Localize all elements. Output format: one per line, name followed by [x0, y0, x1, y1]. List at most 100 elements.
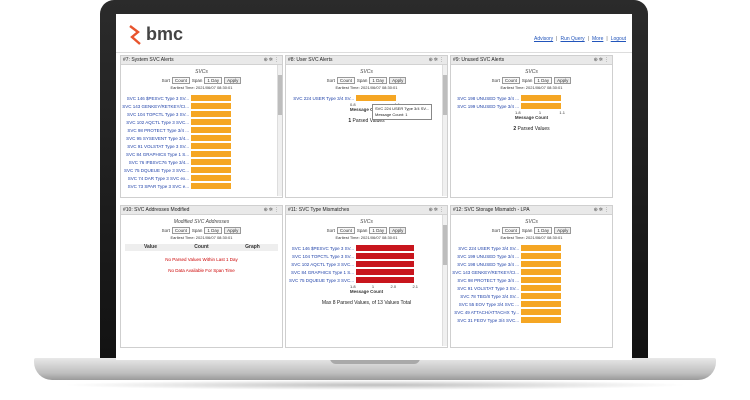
- panel-menu-icon[interactable]: ⊕✲⋮: [593, 57, 610, 63]
- bar-row[interactable]: SVC 146 $PESVC Type 3 SV...: [286, 244, 447, 252]
- bar-row[interactable]: SVC 104 TOPCTL Type 3 SV...: [286, 252, 447, 260]
- bar-label[interactable]: SVC 74 DAR Type 3 SVC ex...: [127, 175, 189, 181]
- bar-label[interactable]: SVC 198 UNUSED Type 3/4 ...: [457, 261, 519, 267]
- apply-button[interactable]: Apply: [224, 227, 242, 234]
- bar-row[interactable]: SVC 104 TOPCTL Type 3 SV...: [121, 110, 282, 118]
- bar[interactable]: [356, 245, 414, 251]
- bar-label[interactable]: SVC 76 IFBSVC76 Type 3/4...: [128, 159, 189, 165]
- bar-row[interactable]: SVC 78 TBG/8 Type 3/4 SV...: [451, 292, 612, 300]
- bar-row[interactable]: SVC 49 ATTACH/ATTACHX Ty...: [451, 308, 612, 316]
- more-link[interactable]: More: [591, 36, 604, 42]
- bar[interactable]: [521, 293, 561, 299]
- span-select[interactable]: 1 Day: [534, 227, 553, 234]
- panel-menu-icon[interactable]: ⊕✲⋮: [593, 207, 610, 213]
- bar-row[interactable]: SVC 55 EOV Type 3/4 SVC ...: [451, 300, 612, 308]
- span-select[interactable]: 1 Day: [204, 77, 223, 84]
- bar-label[interactable]: SVC 49 ATTACH/ATTACHX Ty...: [454, 309, 519, 315]
- span-select[interactable]: 1 Day: [369, 227, 388, 234]
- bar-row[interactable]: SVC 91 VOLSTAT Type 3 SV...: [121, 142, 282, 150]
- scroll-thumb[interactable]: [443, 225, 447, 265]
- bar-row[interactable]: SVC 75 DQUEUE Type 3 SVC...: [286, 276, 447, 284]
- panel-menu-icon[interactable]: ⊕✲⋮: [428, 207, 445, 213]
- bmc-logo[interactable]: bmc: [128, 24, 183, 45]
- bar[interactable]: [191, 159, 231, 165]
- scroll-thumb[interactable]: [278, 75, 282, 115]
- logout-link[interactable]: Logout: [610, 36, 626, 42]
- bar[interactable]: [191, 183, 231, 189]
- bar[interactable]: [191, 127, 231, 133]
- bar-label[interactable]: SVC 146 $PESVC Type 3 SV...: [126, 95, 189, 101]
- bar[interactable]: [191, 143, 231, 149]
- bar-row[interactable]: SVC 76 IFBSVC76 Type 3/4...: [121, 158, 282, 166]
- bar[interactable]: [521, 285, 561, 291]
- bar-label[interactable]: SVC 98 PROTECT Type 3/4 ...: [457, 277, 519, 283]
- bar-label[interactable]: SVC 224 USER Type 3/4 SV...: [458, 245, 519, 251]
- bar-label[interactable]: SVC 199 UNUSED Type 3/4 ...: [457, 253, 519, 259]
- bar[interactable]: [521, 301, 561, 307]
- bar-label[interactable]: SVC 84 GRAPHICS Type 1 S...: [291, 269, 354, 275]
- bar-label[interactable]: SVC 199 UNUSED Type 3/4 ...: [457, 103, 519, 109]
- bar-label[interactable]: SVC 78 TBG/8 Type 3/4 SV...: [460, 293, 519, 299]
- bar-label[interactable]: SVC 198 UNUSED Type 3/4 ...: [457, 95, 519, 101]
- bar-row[interactable]: SVC 199 UNUSED Type 3/4 ...: [451, 252, 612, 260]
- bar-row[interactable]: SVC 146 $PESVC Type 3 SV...: [121, 94, 282, 102]
- scroll-thumb[interactable]: [443, 75, 447, 115]
- sort-select[interactable]: Count: [336, 227, 355, 234]
- bar-row[interactable]: SVC 75 DQUEUE Type 3 SVC...: [121, 166, 282, 174]
- bar-row[interactable]: SVC 102 AQCTL Type 3 SVC...: [121, 118, 282, 126]
- apply-button[interactable]: Apply: [389, 77, 407, 84]
- bar-row[interactable]: SVC 102 AQCTL Type 3 SVC...: [286, 260, 447, 268]
- bar-label[interactable]: SVC 55 EOV Type 3/4 SVC ...: [458, 301, 519, 307]
- bar-label[interactable]: SVC 143 GENKEY/RETKEY/CI...: [122, 103, 189, 109]
- panel-scrollbar[interactable]: [442, 215, 447, 346]
- bar-label[interactable]: SVC 104 TOPCTL Type 3 SV...: [127, 111, 189, 117]
- bar-row[interactable]: SVC 95 SYSEVENT Type 3/4...: [121, 134, 282, 142]
- bar-row[interactable]: SVC 143 GENKEY/RETKEY/CI...: [451, 268, 612, 276]
- bar[interactable]: [521, 253, 561, 259]
- bar[interactable]: [521, 245, 561, 251]
- bar-label[interactable]: SVC 91 VOLSTAT Type 3 SV...: [457, 285, 519, 291]
- bar[interactable]: [191, 135, 231, 141]
- bar[interactable]: [356, 95, 396, 101]
- sort-select[interactable]: Count: [501, 227, 520, 234]
- bar-label[interactable]: SVC 102 AQCTL Type 3 SVC...: [291, 261, 354, 267]
- bar[interactable]: [356, 253, 414, 259]
- sort-select[interactable]: Count: [171, 77, 190, 84]
- bar-row[interactable]: SVC 84 GRAPHICS Type 1 S...: [286, 268, 447, 276]
- bar[interactable]: [521, 261, 561, 267]
- bar-row[interactable]: SVC 84 GRAPHICS Type 1 S...: [121, 150, 282, 158]
- apply-button[interactable]: Apply: [389, 227, 407, 234]
- bar[interactable]: [191, 103, 231, 109]
- panel-menu-icon[interactable]: ⊕✲⋮: [263, 57, 280, 63]
- panel-scrollbar[interactable]: [442, 65, 447, 196]
- bar-row[interactable]: SVC 98 PROTECT Type 3/4 ...: [451, 276, 612, 284]
- bar[interactable]: [521, 277, 561, 283]
- bar-label[interactable]: SVC 75 DQUEUE Type 3 SVC...: [124, 167, 189, 173]
- bar[interactable]: [191, 119, 231, 125]
- bar-label[interactable]: SVC 73 SPAR Type 3 SVC e...: [127, 183, 189, 189]
- bar-label[interactable]: SVC 31 FEOV Type 3/4 SVC...: [457, 317, 519, 323]
- bar[interactable]: [191, 111, 231, 117]
- bar[interactable]: [356, 261, 414, 267]
- bar-label[interactable]: SVC 95 SYSEVENT Type 3/4...: [126, 135, 189, 141]
- panel-menu-icon[interactable]: ⊕✲⋮: [428, 57, 445, 63]
- bar-row[interactable]: SVC 98 PROTECT Type 3/4 ...: [121, 126, 282, 134]
- panel-menu-icon[interactable]: ⊕✲⋮: [263, 207, 280, 213]
- span-select[interactable]: 1 Day: [204, 227, 223, 234]
- bar[interactable]: [521, 317, 561, 323]
- sort-select[interactable]: Count: [336, 77, 355, 84]
- bar-label[interactable]: SVC 143 GENKEY/RETKEY/CI...: [452, 269, 519, 275]
- bar[interactable]: [191, 95, 231, 101]
- bar-label[interactable]: SVC 75 DQUEUE Type 3 SVC...: [289, 277, 354, 283]
- sort-select[interactable]: Count: [501, 77, 520, 84]
- bar-row[interactable]: SVC 74 DAR Type 3 SVC ex...: [121, 174, 282, 182]
- apply-button[interactable]: Apply: [224, 77, 242, 84]
- panel-scrollbar[interactable]: [277, 65, 282, 196]
- bar[interactable]: [521, 95, 561, 101]
- apply-button[interactable]: Apply: [554, 77, 572, 84]
- bar-row[interactable]: SVC 91 VOLSTAT Type 3 SV...: [451, 284, 612, 292]
- bar-label[interactable]: SVC 91 VOLSTAT Type 3 SV...: [127, 143, 189, 149]
- bar-label[interactable]: SVC 98 PROTECT Type 3/4 ...: [127, 127, 189, 133]
- span-select[interactable]: 1 Day: [369, 77, 388, 84]
- run-query-link[interactable]: Run Query: [560, 36, 585, 42]
